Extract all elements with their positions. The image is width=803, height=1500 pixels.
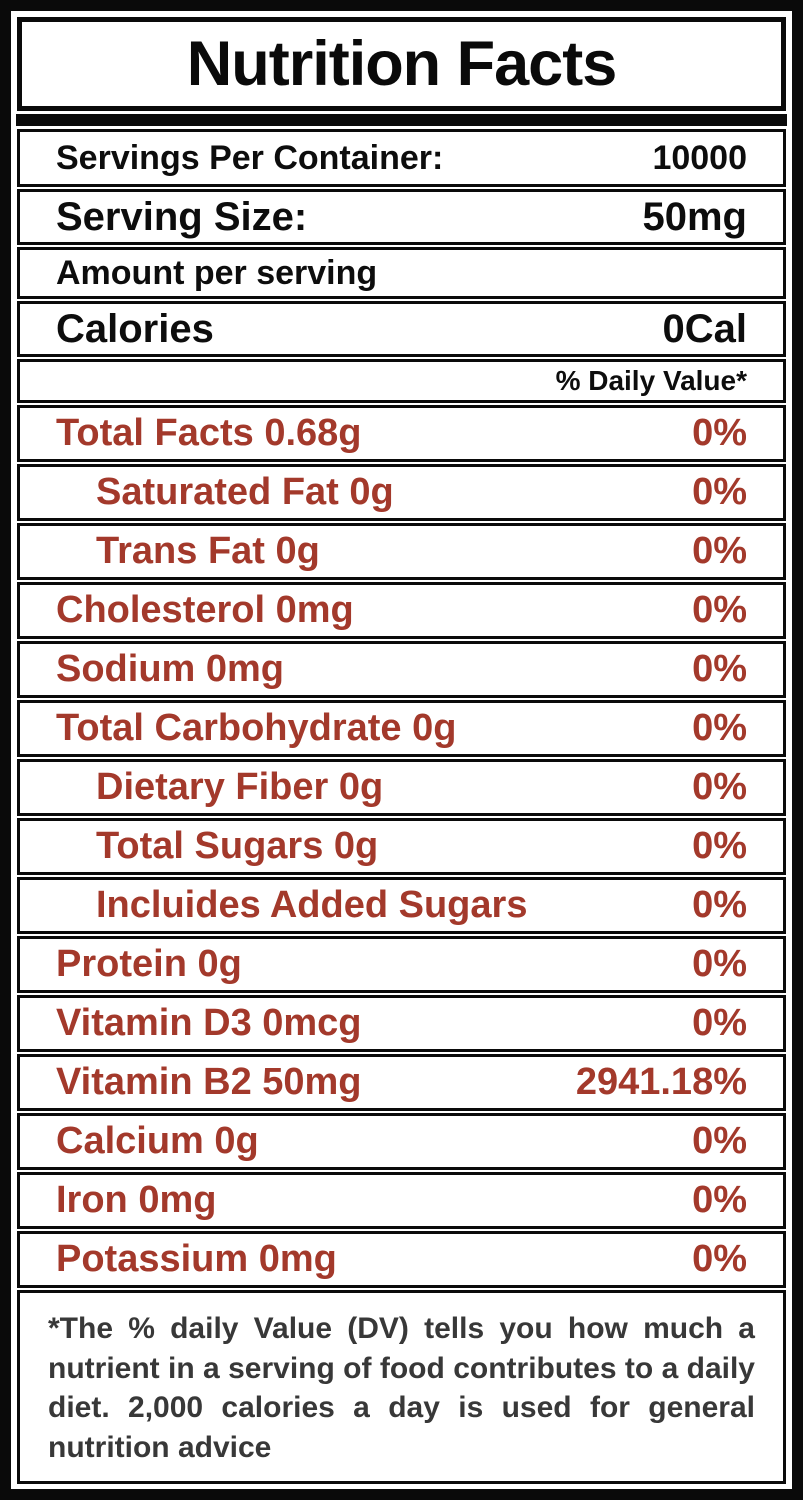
serving-size-label: Serving Size: [56,194,308,239]
servings-per-container-label: Servings Per Container: [56,138,444,177]
nutrient-dv: 0% [692,825,747,867]
nutrient-dv: 0% [692,589,747,631]
page-title: Nutrition Facts [186,29,618,99]
serving-size-value: 50mg [642,194,748,239]
nutrient-dv: 0% [692,1238,747,1280]
nutrient-row-total-carbohydrate: Total Carbohydrate 0g 0% [17,700,786,757]
nutrient-dv: 0% [692,530,747,572]
nutrient-name: Total Sugars 0g [96,825,379,867]
nutrient-dv: 0% [692,1120,747,1162]
nutrient-row-total-sugars: Total Sugars 0g 0% [17,818,786,875]
daily-value-header-row: % Daily Value* [17,359,786,403]
nutrient-name: Iron 0mg [56,1179,217,1221]
nutrient-dv: 2941.18% [575,1061,747,1103]
nutrient-dv: 0% [692,1002,747,1044]
nutrient-row-protein: Protein 0g 0% [17,936,786,993]
nutrient-row-vitamin-b2: Vitamin B2 50mg 2941.18% [17,1054,786,1111]
nutrient-name: Potassium 0mg [56,1238,337,1280]
nutrient-dv: 0% [692,412,747,454]
nutrient-name: Sodium 0mg [56,648,285,690]
nutrient-row-potassium: Potassium 0mg 0% [17,1231,786,1288]
nutrient-row-added-sugars: Incluides Added Sugars 0% [17,877,786,934]
nutrient-row-sodium: Sodium 0mg 0% [17,641,786,698]
nutrient-row-trans-fat: Trans Fat 0g 0% [17,523,786,580]
title-box: Nutrition Facts [17,17,786,111]
nutrient-name: Saturated Fat 0g [96,471,394,513]
nutrient-dv: 0% [692,943,747,985]
servings-per-container-value: 10000 [652,138,747,177]
servings-per-container-row: Servings Per Container: 10000 [17,129,786,187]
serving-size-row: Serving Size: 50mg [17,189,786,245]
nutrient-row-dietary-fiber: Dietary Fiber 0g 0% [17,759,786,816]
footnote-box: *The % daily Value (DV) tells you how mu… [17,1290,786,1484]
nutrient-name: Vitamin B2 50mg [56,1061,362,1103]
nutrient-dv: 0% [692,1179,747,1221]
nutrient-dv: 0% [692,707,747,749]
nutrient-row-saturated-fat: Saturated Fat 0g 0% [17,464,786,521]
nutrient-name: Total Carbohydrate 0g [56,707,457,749]
nutrient-row-calcium: Calcium 0g 0% [17,1113,786,1170]
nutrient-row-vitamin-d3: Vitamin D3 0mcg 0% [17,995,786,1052]
nutrient-name: Protein 0g [56,943,242,985]
calories-row: Calories 0Cal [17,301,786,357]
nutrient-row-cholesterol: Cholesterol 0mg 0% [17,582,786,639]
nutrient-dv: 0% [692,648,747,690]
daily-value-footnote: *The % daily Value (DV) tells you how mu… [48,1312,755,1464]
nutrient-name: Dietary Fiber 0g [96,766,384,808]
nutrient-row-iron: Iron 0mg 0% [17,1172,786,1229]
nutrient-dv: 0% [692,884,747,926]
amount-per-serving-label: Amount per serving [56,253,378,292]
daily-value-header: % Daily Value* [555,365,747,396]
nutrient-row-total-facts: Total Facts 0.68g 0% [17,405,786,462]
nutrient-name: Vitamin D3 0mcg [56,1002,362,1044]
nutrient-name: Total Facts 0.68g [56,412,362,454]
calories-label: Calories [56,306,214,351]
nutrient-dv: 0% [692,766,747,808]
nutrient-dv: 0% [692,471,747,513]
calories-value: 0Cal [662,306,748,351]
nutrient-name: Cholesterol 0mg [56,589,354,631]
nutrient-name: Calcium 0g [56,1120,259,1162]
nutrient-name: Trans Fat 0g [96,530,320,572]
title-divider-bar [16,114,787,126]
amount-per-serving-row: Amount per serving [17,247,786,299]
nutrient-name: Incluides Added Sugars [96,884,528,926]
